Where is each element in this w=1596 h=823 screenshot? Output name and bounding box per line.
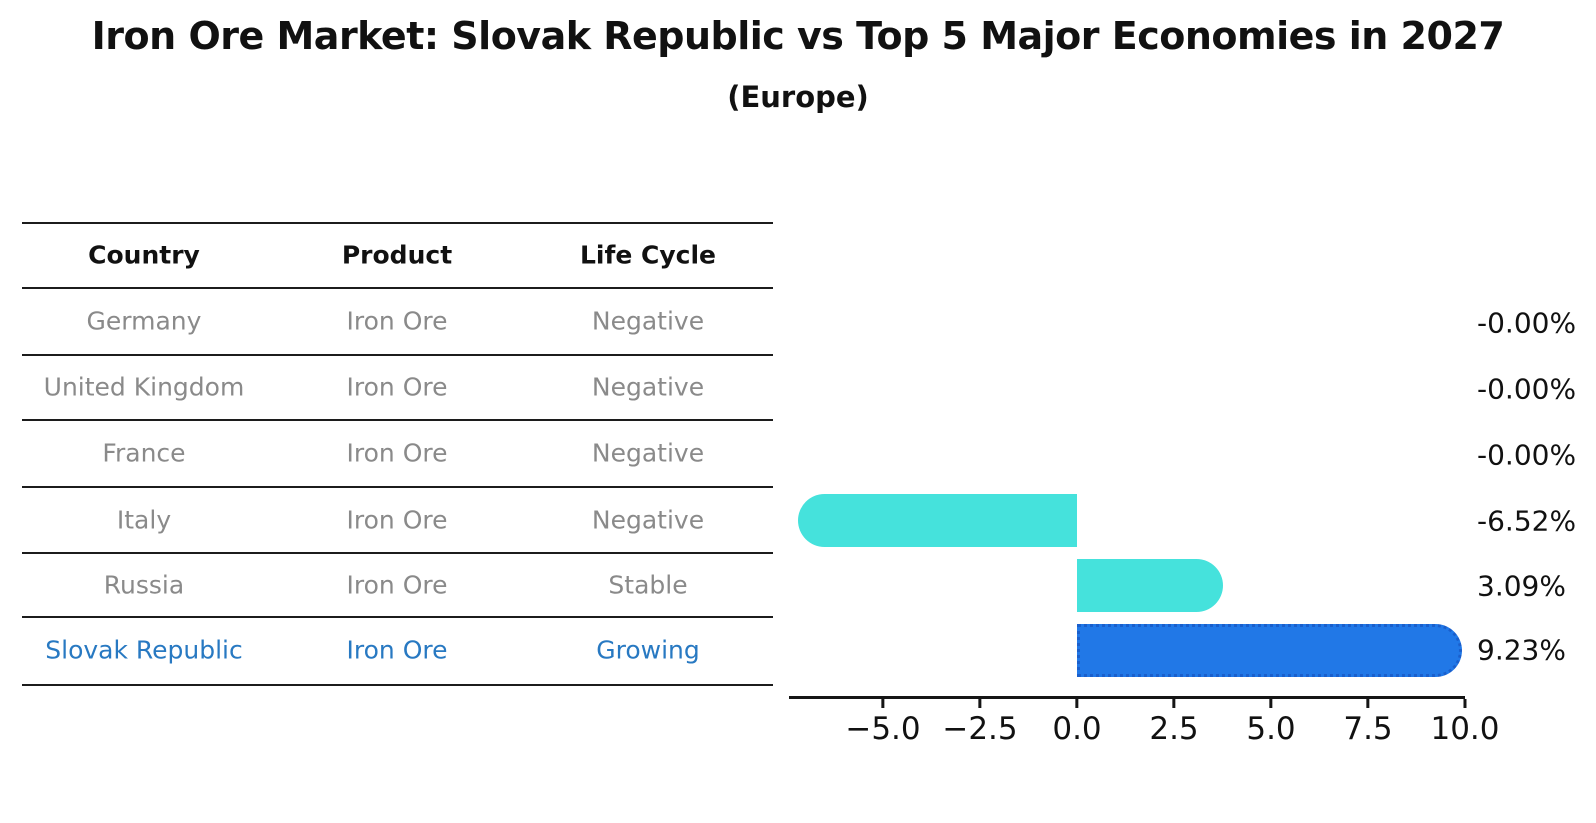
chart-bar-russia — [1077, 558, 1224, 612]
bar-value-label: -0.00% — [1477, 306, 1577, 340]
tick-label: 5.0 — [1246, 711, 1296, 747]
bar-value-label: 3.09% — [1477, 569, 1566, 603]
country-cell: France — [102, 438, 186, 468]
lifecycle-cell: Negative — [591, 306, 705, 336]
column-header-lifecycle: Life Cycle — [579, 240, 717, 270]
x-axis-line — [789, 696, 1465, 699]
tick-mark — [881, 699, 885, 708]
x-axis-tick: −2.5 — [942, 699, 1018, 747]
x-axis-tick: 0.0 — [1052, 699, 1102, 747]
product-cell: Iron Ore — [346, 306, 448, 336]
tick-label: 2.5 — [1149, 711, 1199, 747]
tick-mark — [1172, 699, 1176, 708]
table-divider — [22, 354, 773, 356]
tick-mark — [1075, 699, 1079, 708]
tick-label: 0.0 — [1052, 711, 1102, 747]
product-cell: Iron Ore — [346, 372, 448, 402]
tick-mark — [1269, 699, 1273, 708]
chart-bar-italy — [797, 493, 1077, 547]
bar-value-label: -0.00% — [1477, 438, 1577, 472]
bar-value-label: 9.23% — [1477, 633, 1566, 667]
table-divider — [22, 552, 773, 554]
bar-value-label: -6.52% — [1477, 504, 1577, 538]
table-divider — [22, 419, 773, 421]
chart-bar-slovak-republic — [1077, 623, 1462, 677]
product-cell: Iron Ore — [346, 505, 448, 535]
x-axis-tick: 7.5 — [1343, 699, 1393, 747]
product-cell: Iron Ore — [346, 438, 448, 468]
table-divider — [22, 287, 773, 289]
tick-mark — [1463, 699, 1467, 708]
column-header-product: Product — [341, 240, 453, 270]
lifecycle-cell: Growing — [596, 635, 700, 665]
chart-title: Iron Ore Market: Slovak Republic vs Top … — [91, 14, 1505, 58]
x-axis-tick: 2.5 — [1149, 699, 1199, 747]
lifecycle-cell: Negative — [591, 372, 705, 402]
tick-label: 7.5 — [1343, 711, 1393, 747]
lifecycle-cell: Stable — [608, 570, 688, 600]
x-axis-tick: 10.0 — [1430, 699, 1500, 747]
table-divider — [22, 486, 773, 488]
lifecycle-cell: Negative — [591, 505, 705, 535]
tick-mark — [1366, 699, 1370, 708]
bar-value-label: -0.00% — [1477, 372, 1577, 406]
country-cell: Italy — [116, 505, 172, 535]
country-cell: Slovak Republic — [45, 635, 243, 665]
lifecycle-cell: Negative — [591, 438, 705, 468]
tick-label: −5.0 — [845, 711, 921, 747]
product-cell: Iron Ore — [346, 635, 448, 665]
tick-label: −2.5 — [942, 711, 1018, 747]
table-divider — [22, 616, 773, 618]
product-cell: Iron Ore — [346, 570, 448, 600]
country-cell: Russia — [103, 570, 185, 600]
tick-mark — [978, 699, 982, 708]
tick-label: 10.0 — [1430, 711, 1500, 747]
column-header-country: Country — [88, 240, 200, 270]
x-axis-tick: −5.0 — [845, 699, 921, 747]
table-divider — [22, 222, 773, 224]
table-divider — [22, 684, 773, 686]
x-axis-tick: 5.0 — [1246, 699, 1296, 747]
chart-subtitle: (Europe) — [727, 80, 869, 114]
country-cell: Germany — [86, 306, 202, 336]
country-cell: United Kingdom — [43, 372, 245, 402]
